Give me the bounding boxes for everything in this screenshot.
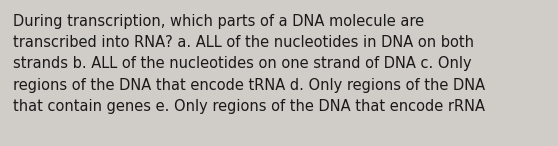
Text: During transcription, which parts of a DNA molecule are
transcribed into RNA? a.: During transcription, which parts of a D… bbox=[13, 14, 485, 114]
